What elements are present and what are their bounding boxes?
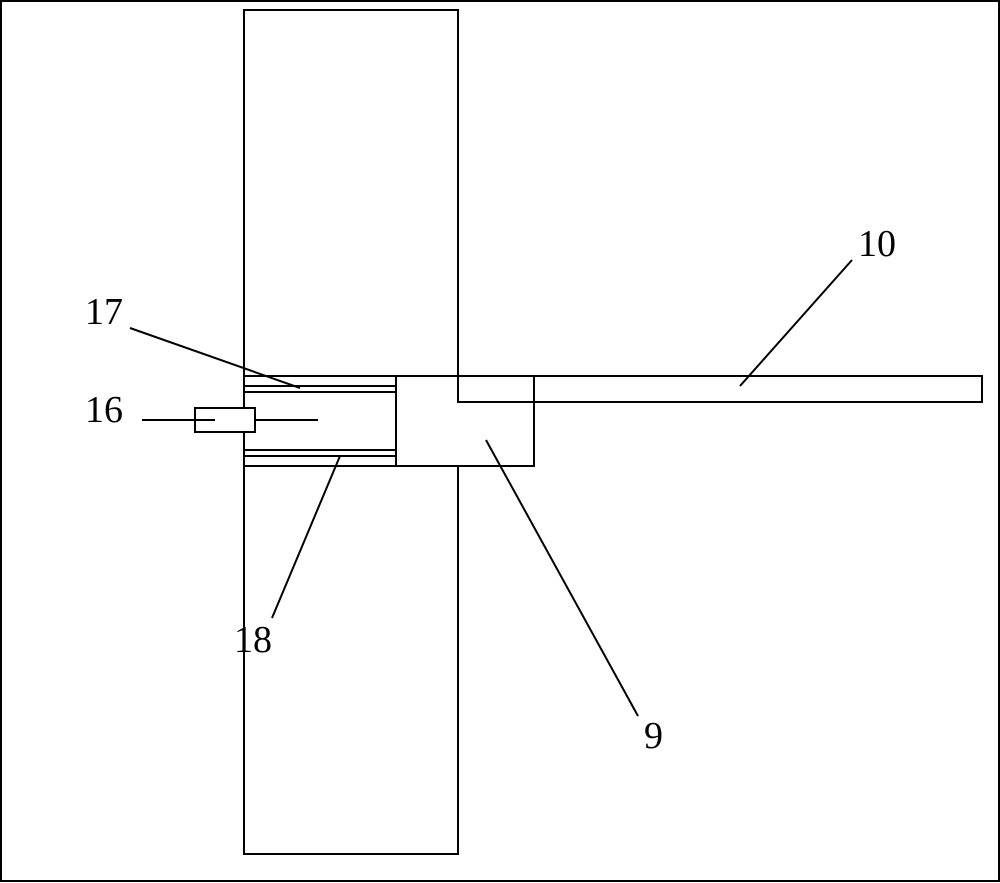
- frame-border: [1, 1, 999, 881]
- leader-10: [740, 260, 852, 386]
- label-16: 16: [85, 388, 123, 432]
- diagram-svg: [0, 0, 1000, 883]
- horizontal-beam: [458, 376, 982, 402]
- label-17: 17: [85, 290, 123, 334]
- technical-diagram: 17 16 18 10 9: [0, 0, 1000, 883]
- column-bottom: [244, 466, 458, 854]
- label-10: 10: [858, 222, 896, 266]
- label-9: 9: [644, 714, 663, 758]
- label-18: 18: [234, 618, 272, 662]
- leader-17: [130, 328, 300, 388]
- column-top: [244, 10, 458, 376]
- leader-9: [486, 440, 638, 716]
- leader-18: [272, 456, 340, 618]
